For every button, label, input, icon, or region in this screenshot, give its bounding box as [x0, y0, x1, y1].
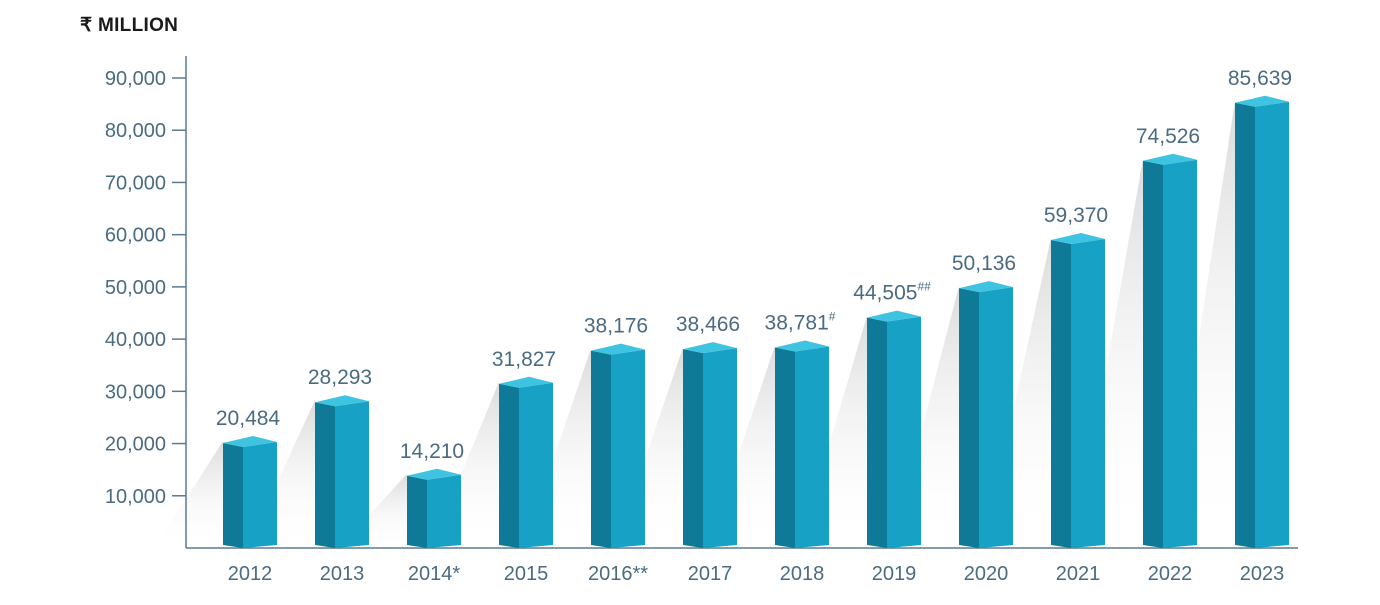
bar [591, 343, 645, 548]
bar [959, 281, 1013, 548]
value-label: 38,781# [765, 309, 836, 334]
value-label: 20,484 [216, 407, 281, 430]
bar-side-face [223, 443, 243, 548]
bar-side-face [1143, 160, 1163, 549]
bar-side-face [775, 347, 795, 548]
x-tick-label: 2015 [504, 563, 549, 585]
bar-top-face [1235, 95, 1289, 107]
bar-side-face [867, 317, 887, 548]
bar [867, 310, 921, 548]
bar-front-face [703, 348, 737, 548]
bar-side-face [1051, 239, 1071, 548]
bar-front-face [611, 349, 645, 548]
bar-side-face [499, 383, 519, 548]
bar-front-face [795, 346, 829, 548]
axes: 10,000 20,000 30,000 40,000 50,000 60,000 70,0… [105, 56, 1298, 549]
bar-side-face [683, 349, 703, 548]
bar-front-face [1255, 101, 1289, 548]
y-tick-label: 80,000 [105, 120, 166, 142]
bar-shadow [799, 315, 867, 548]
value-label: 14,210 [400, 440, 464, 463]
bar-front-face [427, 474, 461, 548]
bar-top-face [315, 395, 369, 407]
y-tick-label: 90,000 [105, 68, 166, 90]
unit-label: ₹ MILLION [80, 15, 179, 36]
bar [223, 436, 277, 548]
bar [1143, 153, 1197, 549]
bar [1235, 95, 1289, 548]
bar-top-face [775, 340, 829, 352]
y-tick-label: 50,000 [105, 277, 166, 299]
x-tick-label: 2018 [780, 563, 825, 585]
y-tick-label: 10,000 [105, 486, 166, 508]
bar-top-face [683, 342, 737, 354]
x-tick-label: 2019 [872, 563, 917, 585]
bar-top-face [1143, 153, 1197, 165]
bar [683, 342, 737, 548]
bar [315, 395, 369, 548]
value-label: 44,505## [853, 280, 931, 305]
bars [223, 95, 1289, 549]
bar-top-face [499, 376, 553, 388]
x-tick-label: 2022 [1148, 563, 1193, 585]
value-label: 59,370 [1044, 204, 1108, 227]
bar [775, 340, 829, 548]
x-tick-label: 2012 [228, 563, 273, 585]
bar-side-face [315, 402, 335, 548]
y-tick-label: 60,000 [105, 225, 166, 247]
bar-top-face [223, 436, 277, 448]
x-tick-label: 2013 [320, 563, 365, 585]
bar-shadow [155, 441, 223, 548]
value-label: 28,293 [308, 366, 372, 389]
x-tick-label: 2021 [1056, 563, 1101, 585]
bar-front-face [1163, 159, 1197, 549]
value-label: 38,466 [676, 313, 740, 336]
bar-front-face [1071, 238, 1105, 548]
y-tick-label: 20,000 [105, 434, 166, 456]
bar-side-face [959, 288, 979, 548]
bar-side-face [1235, 102, 1255, 548]
bar-top-face [1051, 232, 1105, 244]
bar-front-face [979, 287, 1013, 548]
value-label: 31,827 [492, 348, 556, 371]
value-label: 85,639 [1228, 67, 1292, 90]
value-label: 38,176 [584, 315, 648, 338]
bar-top-face [591, 343, 645, 355]
bar-side-face [591, 350, 611, 548]
x-tick-label: 2020 [964, 563, 1009, 585]
y-tick-label: 30,000 [105, 381, 166, 403]
bar-side-face [407, 475, 427, 548]
bar-front-face [887, 316, 921, 548]
bar-front-face [519, 382, 553, 548]
bar [499, 376, 553, 548]
value-label: 74,526 [1136, 125, 1200, 148]
x-tick-label: 2017 [688, 563, 733, 585]
y-tick-label: 40,000 [105, 329, 166, 351]
bar-top-face [959, 281, 1013, 293]
x-tick-label: 2016** [588, 563, 648, 585]
x-tick-label: 2023 [1240, 563, 1285, 585]
value-label: 50,136 [952, 252, 1016, 275]
bar-front-face [335, 401, 369, 548]
x-tick-label: 2014* [408, 563, 460, 585]
bar [1051, 232, 1105, 548]
bar-front-face [243, 442, 277, 548]
bar-top-face [867, 310, 921, 322]
labels: 20,484 2012 28,293 2013 14,210 2014* 31,827 201… [216, 67, 1292, 585]
bar-top-face [407, 468, 461, 480]
y-tick-label: 70,000 [105, 172, 166, 194]
bar [407, 468, 461, 548]
